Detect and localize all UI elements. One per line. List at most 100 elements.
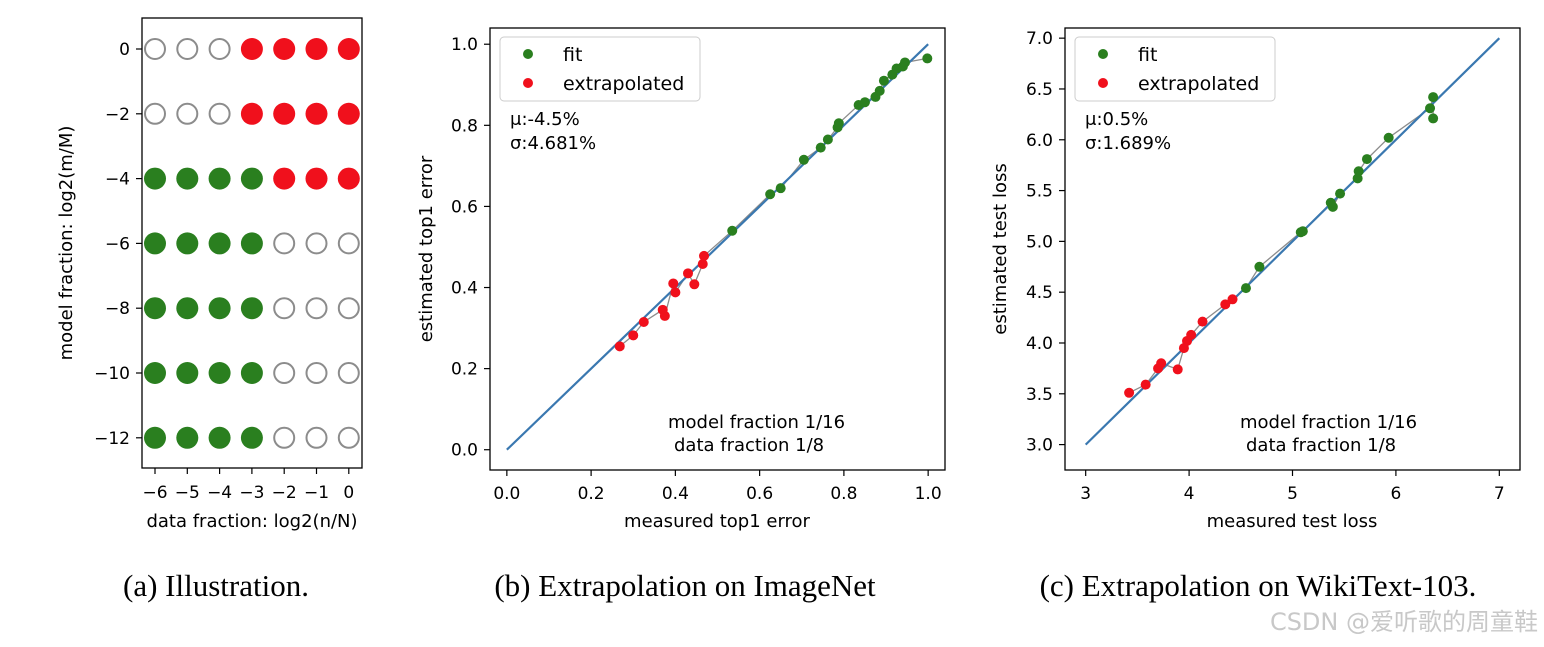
panel-b-point-extrapolated: [628, 330, 639, 341]
panel-b-ytick-label: 0.0: [451, 441, 478, 461]
panel-a-ylabel: model fraction: log2(m/M): [56, 126, 77, 361]
panel-a-dot-empty: [337, 297, 360, 320]
panel-a-ytick-label: 0: [119, 40, 130, 60]
panel-a-dot-empty: [208, 38, 231, 60]
panel-a-dot-extrapolated: [240, 38, 263, 60]
panel-a-dot-fit: [208, 426, 231, 449]
panel-b-xtick-label: 0.6: [746, 484, 773, 504]
panel-a-dot-fit: [240, 232, 263, 255]
panel-b-point-fit: [922, 53, 933, 64]
panel-c-wikitext: 3 4 5 6 7 3.0 3.5 4.0 4.5 5.0 5.5 6.0 6.5 7.0 fit ext…: [990, 27, 1521, 603]
panel-b-point-extrapolated: [638, 316, 649, 327]
panel-c-sigma: σ:1.689%: [1085, 133, 1171, 154]
panel-c-point-fit: [1428, 113, 1439, 124]
panel-c-point-extrapolated: [1197, 316, 1208, 327]
panel-c-ytick-label: 3.0: [1026, 436, 1053, 456]
panel-a-dot-extrapolated: [305, 102, 328, 125]
panel-b-legend-extrapolated: extrapolated: [563, 73, 684, 95]
panel-b-point-extrapolated: [668, 278, 679, 289]
panel-a-dot-fit: [208, 297, 231, 320]
panel-c-ytick-label: 6.0: [1026, 131, 1053, 151]
panel-a-dot-fit: [176, 426, 199, 449]
panel-a-dots: [144, 38, 360, 449]
panel-a-dot-fit: [144, 232, 166, 255]
panel-a-dot-empty: [273, 426, 296, 449]
panel-b-point-fit: [798, 154, 809, 165]
panel-b-xtick-label: 0.8: [830, 484, 857, 504]
panel-a-xtick-label: −2: [272, 483, 297, 503]
panel-a-dot-extrapolated: [240, 102, 263, 125]
panel-b-ytick-label: 1.0: [451, 35, 478, 55]
panel-c-xtick-label: 4: [1184, 484, 1195, 504]
panel-b-ytick-label: 0.4: [451, 279, 478, 299]
panel-a-dot-fit: [144, 362, 166, 384]
panel-c-ytick-label: 4.5: [1026, 283, 1053, 303]
panel-a-dot-fit: [176, 297, 199, 320]
panel-c-point-fit: [1353, 166, 1364, 177]
panel-a-dot-extrapolated: [273, 102, 296, 125]
panel-b-point-fit: [727, 225, 738, 236]
panel-b-mu: μ:-4.5%: [510, 109, 580, 130]
panel-c-ytick-label: 5.0: [1026, 232, 1053, 252]
panel-a-dot-empty: [305, 362, 328, 384]
panel-b-point-extrapolated: [689, 279, 700, 290]
panel-c-legend-extrapolated-marker: [1098, 78, 1108, 88]
panel-b-legend-extrapolated-marker: [523, 78, 533, 88]
panel-c-ticks: 3 4 5 6 7 3.0 3.5 4.0 4.5 5.0 5.5 6.0 6.5 7.0: [1026, 29, 1505, 504]
panel-a-dot-empty: [144, 102, 166, 125]
panel-c-legend-fit-marker: [1098, 49, 1108, 59]
panel-c-legend-extrapolated: extrapolated: [1138, 73, 1259, 95]
panel-a-ytick-label: −2: [105, 105, 130, 125]
panel-b-legend-fit-marker: [523, 49, 533, 59]
panel-c-xtick-label: 7: [1494, 484, 1505, 504]
panel-c-point-fit: [1335, 188, 1346, 199]
panel-a-ytick-label: −4: [105, 170, 130, 190]
panel-c-annotation-model: model fraction 1/16: [1240, 412, 1417, 433]
panel-b-point-extrapolated: [659, 310, 670, 321]
panel-b-xtick-label: 0.4: [662, 484, 689, 504]
panel-b-legend: [499, 36, 701, 102]
panel-a-dot-empty: [273, 362, 296, 384]
panel-b-annotation-data: data fraction 1/8: [674, 435, 824, 456]
panel-a-dot-extrapolated: [337, 167, 360, 190]
panel-c-point-fit: [1327, 201, 1338, 212]
panel-b-sigma: σ:4.681%: [510, 133, 596, 154]
panel-b-marks: [506, 43, 933, 451]
panel-a-dot-empty: [176, 102, 199, 125]
panel-c-point-extrapolated: [1220, 299, 1231, 310]
panel-a-dot-fit: [144, 426, 166, 449]
panel-a-dot-fit: [208, 232, 231, 255]
panel-b-ylabel: estimated top1 error: [416, 155, 437, 342]
panel-c-annotation-data: data fraction 1/8: [1246, 435, 1396, 456]
panel-b-point-fit: [878, 75, 889, 86]
panel-b-point-fit: [859, 97, 870, 108]
panel-b-diagonal-line: [506, 43, 929, 451]
panel-b-ytick-label: 0.6: [451, 197, 478, 217]
panel-c-mu: μ:0.5%: [1085, 109, 1148, 130]
panel-a-ytick-label: −12: [94, 429, 130, 449]
panel-b-point-fit: [899, 57, 910, 68]
panel-b-point-fit: [874, 85, 885, 96]
panel-b-point-fit: [833, 118, 844, 129]
panel-a-dot-empty: [337, 232, 360, 255]
panel-b-point-extrapolated: [670, 287, 681, 298]
panel-a-xtick-label: −1: [304, 483, 329, 503]
panel-b-annotation-model: model fraction 1/16: [668, 412, 845, 433]
panel-b-connector-line: [619, 57, 928, 347]
panel-c-xtick-label: 6: [1390, 484, 1401, 504]
panel-c-point-fit: [1297, 226, 1308, 237]
panel-a-dot-fit: [208, 362, 231, 384]
panel-a-xtick-label: −3: [239, 483, 264, 503]
panel-a-dot-extrapolated: [305, 167, 328, 190]
panel-a-dot-empty: [305, 426, 328, 449]
panel-c-point-fit: [1425, 103, 1436, 114]
panel-c-point-extrapolated: [1140, 379, 1151, 390]
panel-a-dot-empty: [144, 38, 166, 60]
panel-c-point-extrapolated: [1124, 387, 1135, 398]
panel-a-dot-fit: [240, 297, 263, 320]
panel-a-dot-fit: [144, 297, 166, 320]
panel-c-xtick-label: 5: [1287, 484, 1298, 504]
panel-b-point-fit: [775, 183, 786, 194]
panel-b-xlabel: measured top1 error: [624, 511, 810, 532]
panel-b-xtick-label: 0.2: [578, 484, 605, 504]
